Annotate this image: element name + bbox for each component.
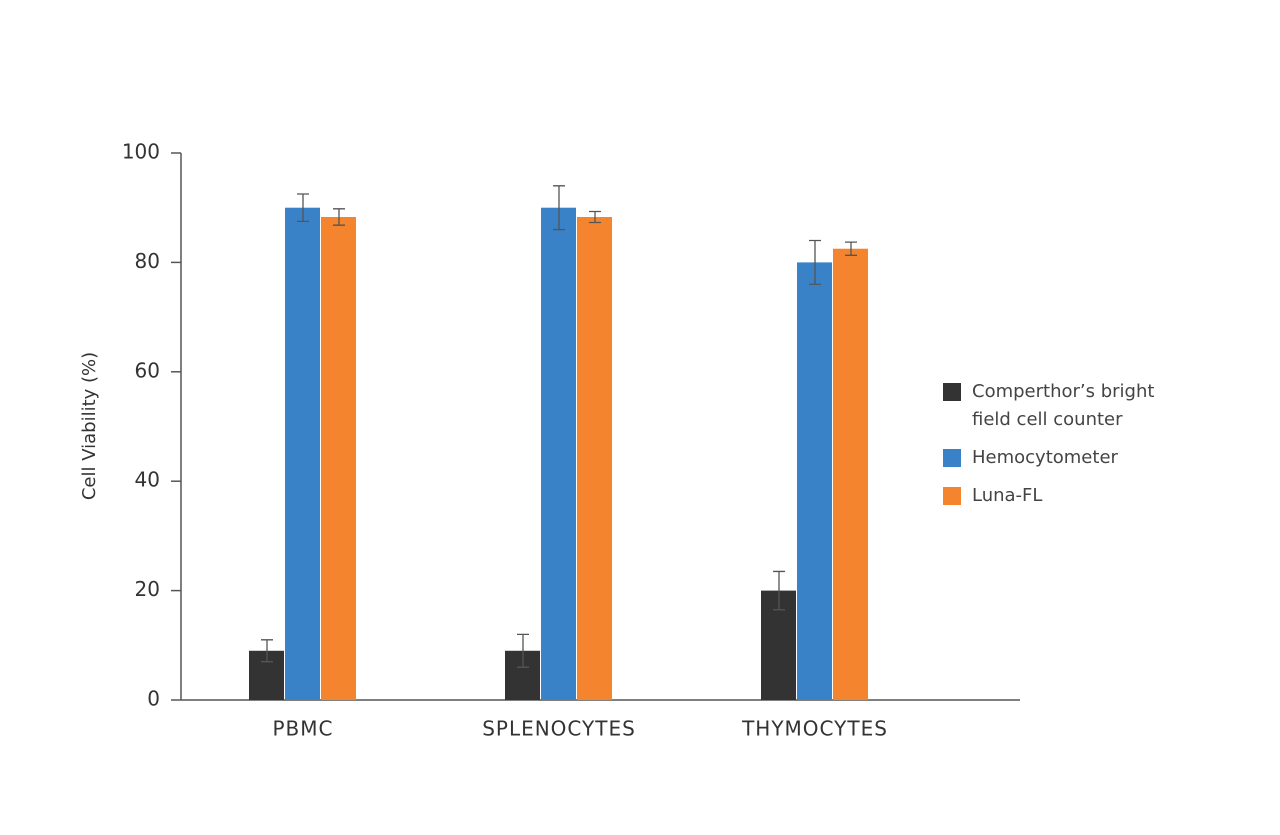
bar — [797, 262, 832, 700]
error-bar — [517, 633, 529, 668]
error-bar — [773, 570, 785, 611]
bar — [577, 216, 612, 700]
error-bar — [333, 208, 345, 226]
error-bar — [553, 185, 565, 231]
y-tick-label: 60 — [135, 358, 160, 382]
legend-label: Luna-FL — [972, 485, 1043, 506]
legend-item: Hemocytometer — [940, 444, 1180, 472]
y-tick-label: 100 — [122, 140, 160, 164]
legend-swatch — [943, 449, 961, 467]
error-bar — [297, 193, 309, 223]
bar — [833, 248, 868, 700]
legend-swatch — [943, 383, 961, 401]
legend: Comperthor’s bright field cell counter He… — [940, 378, 1180, 520]
x-tick-label: SPLENOCYTES — [482, 717, 636, 741]
legend-label: Comperthor’s bright field cell counter — [972, 381, 1155, 430]
bar — [541, 207, 576, 700]
bar — [285, 207, 320, 700]
x-tick-label: PBMC — [272, 717, 333, 741]
error-bar — [261, 639, 273, 663]
y-tick-label: 0 — [147, 687, 160, 711]
y-tick-label: 80 — [135, 249, 160, 273]
legend-item: Comperthor’s bright field cell counter — [940, 378, 1180, 434]
y-axis-label: Cell Viability (%) — [79, 352, 100, 500]
error-bar — [589, 210, 601, 224]
legend-label: Hemocytometer — [972, 447, 1118, 468]
bar — [321, 216, 356, 700]
legend-swatch — [943, 487, 961, 505]
error-bar — [845, 241, 857, 256]
x-tick-label: THYMOCYTES — [741, 717, 888, 741]
legend-item: Luna-FL — [940, 482, 1180, 510]
y-tick-label: 40 — [135, 468, 160, 492]
y-tick-label: 20 — [135, 577, 160, 601]
error-bar — [809, 239, 821, 285]
